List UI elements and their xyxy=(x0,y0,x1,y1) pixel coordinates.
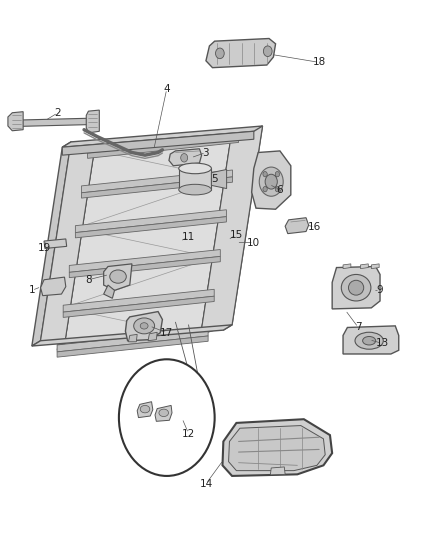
Polygon shape xyxy=(62,131,254,155)
Circle shape xyxy=(275,172,279,177)
Ellipse shape xyxy=(179,184,212,195)
Polygon shape xyxy=(270,467,285,475)
Polygon shape xyxy=(86,110,99,133)
Polygon shape xyxy=(125,312,162,341)
Polygon shape xyxy=(57,329,208,352)
Text: 13: 13 xyxy=(375,338,389,349)
Ellipse shape xyxy=(341,274,371,301)
Text: 15: 15 xyxy=(230,230,243,240)
Polygon shape xyxy=(44,239,67,248)
Polygon shape xyxy=(8,112,23,131)
Polygon shape xyxy=(69,249,220,272)
Polygon shape xyxy=(62,126,262,147)
Text: 17: 17 xyxy=(160,328,173,338)
Polygon shape xyxy=(75,210,226,232)
Polygon shape xyxy=(201,130,239,334)
Polygon shape xyxy=(343,264,351,269)
Text: 7: 7 xyxy=(355,322,362,333)
Ellipse shape xyxy=(140,322,148,329)
Circle shape xyxy=(263,46,272,56)
Polygon shape xyxy=(169,149,201,166)
Text: 16: 16 xyxy=(308,222,321,232)
Polygon shape xyxy=(137,402,153,418)
Circle shape xyxy=(263,187,267,192)
Ellipse shape xyxy=(259,167,283,196)
Polygon shape xyxy=(223,126,262,330)
Ellipse shape xyxy=(159,409,169,417)
Polygon shape xyxy=(179,168,212,190)
Polygon shape xyxy=(104,285,115,298)
Circle shape xyxy=(263,172,267,177)
Text: 6: 6 xyxy=(277,184,283,195)
Circle shape xyxy=(181,154,187,162)
Text: 5: 5 xyxy=(212,174,218,184)
Polygon shape xyxy=(155,406,172,421)
Circle shape xyxy=(275,187,279,192)
Text: 4: 4 xyxy=(163,84,170,94)
Text: 8: 8 xyxy=(85,274,92,285)
Polygon shape xyxy=(343,326,399,354)
Text: 3: 3 xyxy=(203,148,209,158)
Ellipse shape xyxy=(355,332,383,349)
Polygon shape xyxy=(69,256,220,278)
Polygon shape xyxy=(57,336,208,357)
Ellipse shape xyxy=(110,270,126,283)
Polygon shape xyxy=(63,289,214,312)
Text: 19: 19 xyxy=(38,243,52,253)
Ellipse shape xyxy=(134,318,155,334)
Ellipse shape xyxy=(140,406,150,413)
Polygon shape xyxy=(201,126,262,334)
Polygon shape xyxy=(206,38,276,68)
Polygon shape xyxy=(252,151,291,209)
Polygon shape xyxy=(88,137,239,158)
Polygon shape xyxy=(285,217,309,233)
Polygon shape xyxy=(104,264,132,290)
Polygon shape xyxy=(371,264,379,269)
Polygon shape xyxy=(332,266,380,309)
Polygon shape xyxy=(212,169,226,189)
Ellipse shape xyxy=(363,336,376,345)
Ellipse shape xyxy=(349,280,364,295)
Polygon shape xyxy=(88,130,239,153)
Polygon shape xyxy=(81,177,233,198)
Polygon shape xyxy=(57,146,95,350)
Polygon shape xyxy=(63,296,214,317)
Text: 18: 18 xyxy=(312,58,326,67)
Text: 11: 11 xyxy=(182,232,195,243)
Polygon shape xyxy=(64,135,231,345)
Polygon shape xyxy=(229,425,325,471)
Polygon shape xyxy=(223,419,332,476)
Circle shape xyxy=(119,359,215,476)
Text: 2: 2 xyxy=(55,108,61,118)
Text: 12: 12 xyxy=(182,429,195,439)
Polygon shape xyxy=(148,332,157,341)
Polygon shape xyxy=(41,277,66,296)
Circle shape xyxy=(215,48,224,59)
Polygon shape xyxy=(81,170,233,193)
Polygon shape xyxy=(14,118,97,126)
Polygon shape xyxy=(32,142,71,346)
Text: 1: 1 xyxy=(28,285,35,295)
Polygon shape xyxy=(41,142,95,345)
Polygon shape xyxy=(32,325,232,346)
Text: 10: 10 xyxy=(247,238,260,248)
Polygon shape xyxy=(75,216,226,238)
Ellipse shape xyxy=(179,163,212,174)
Ellipse shape xyxy=(265,174,277,189)
Polygon shape xyxy=(360,264,368,269)
Polygon shape xyxy=(128,334,137,342)
Text: 14: 14 xyxy=(199,479,212,489)
Text: 9: 9 xyxy=(377,285,383,295)
